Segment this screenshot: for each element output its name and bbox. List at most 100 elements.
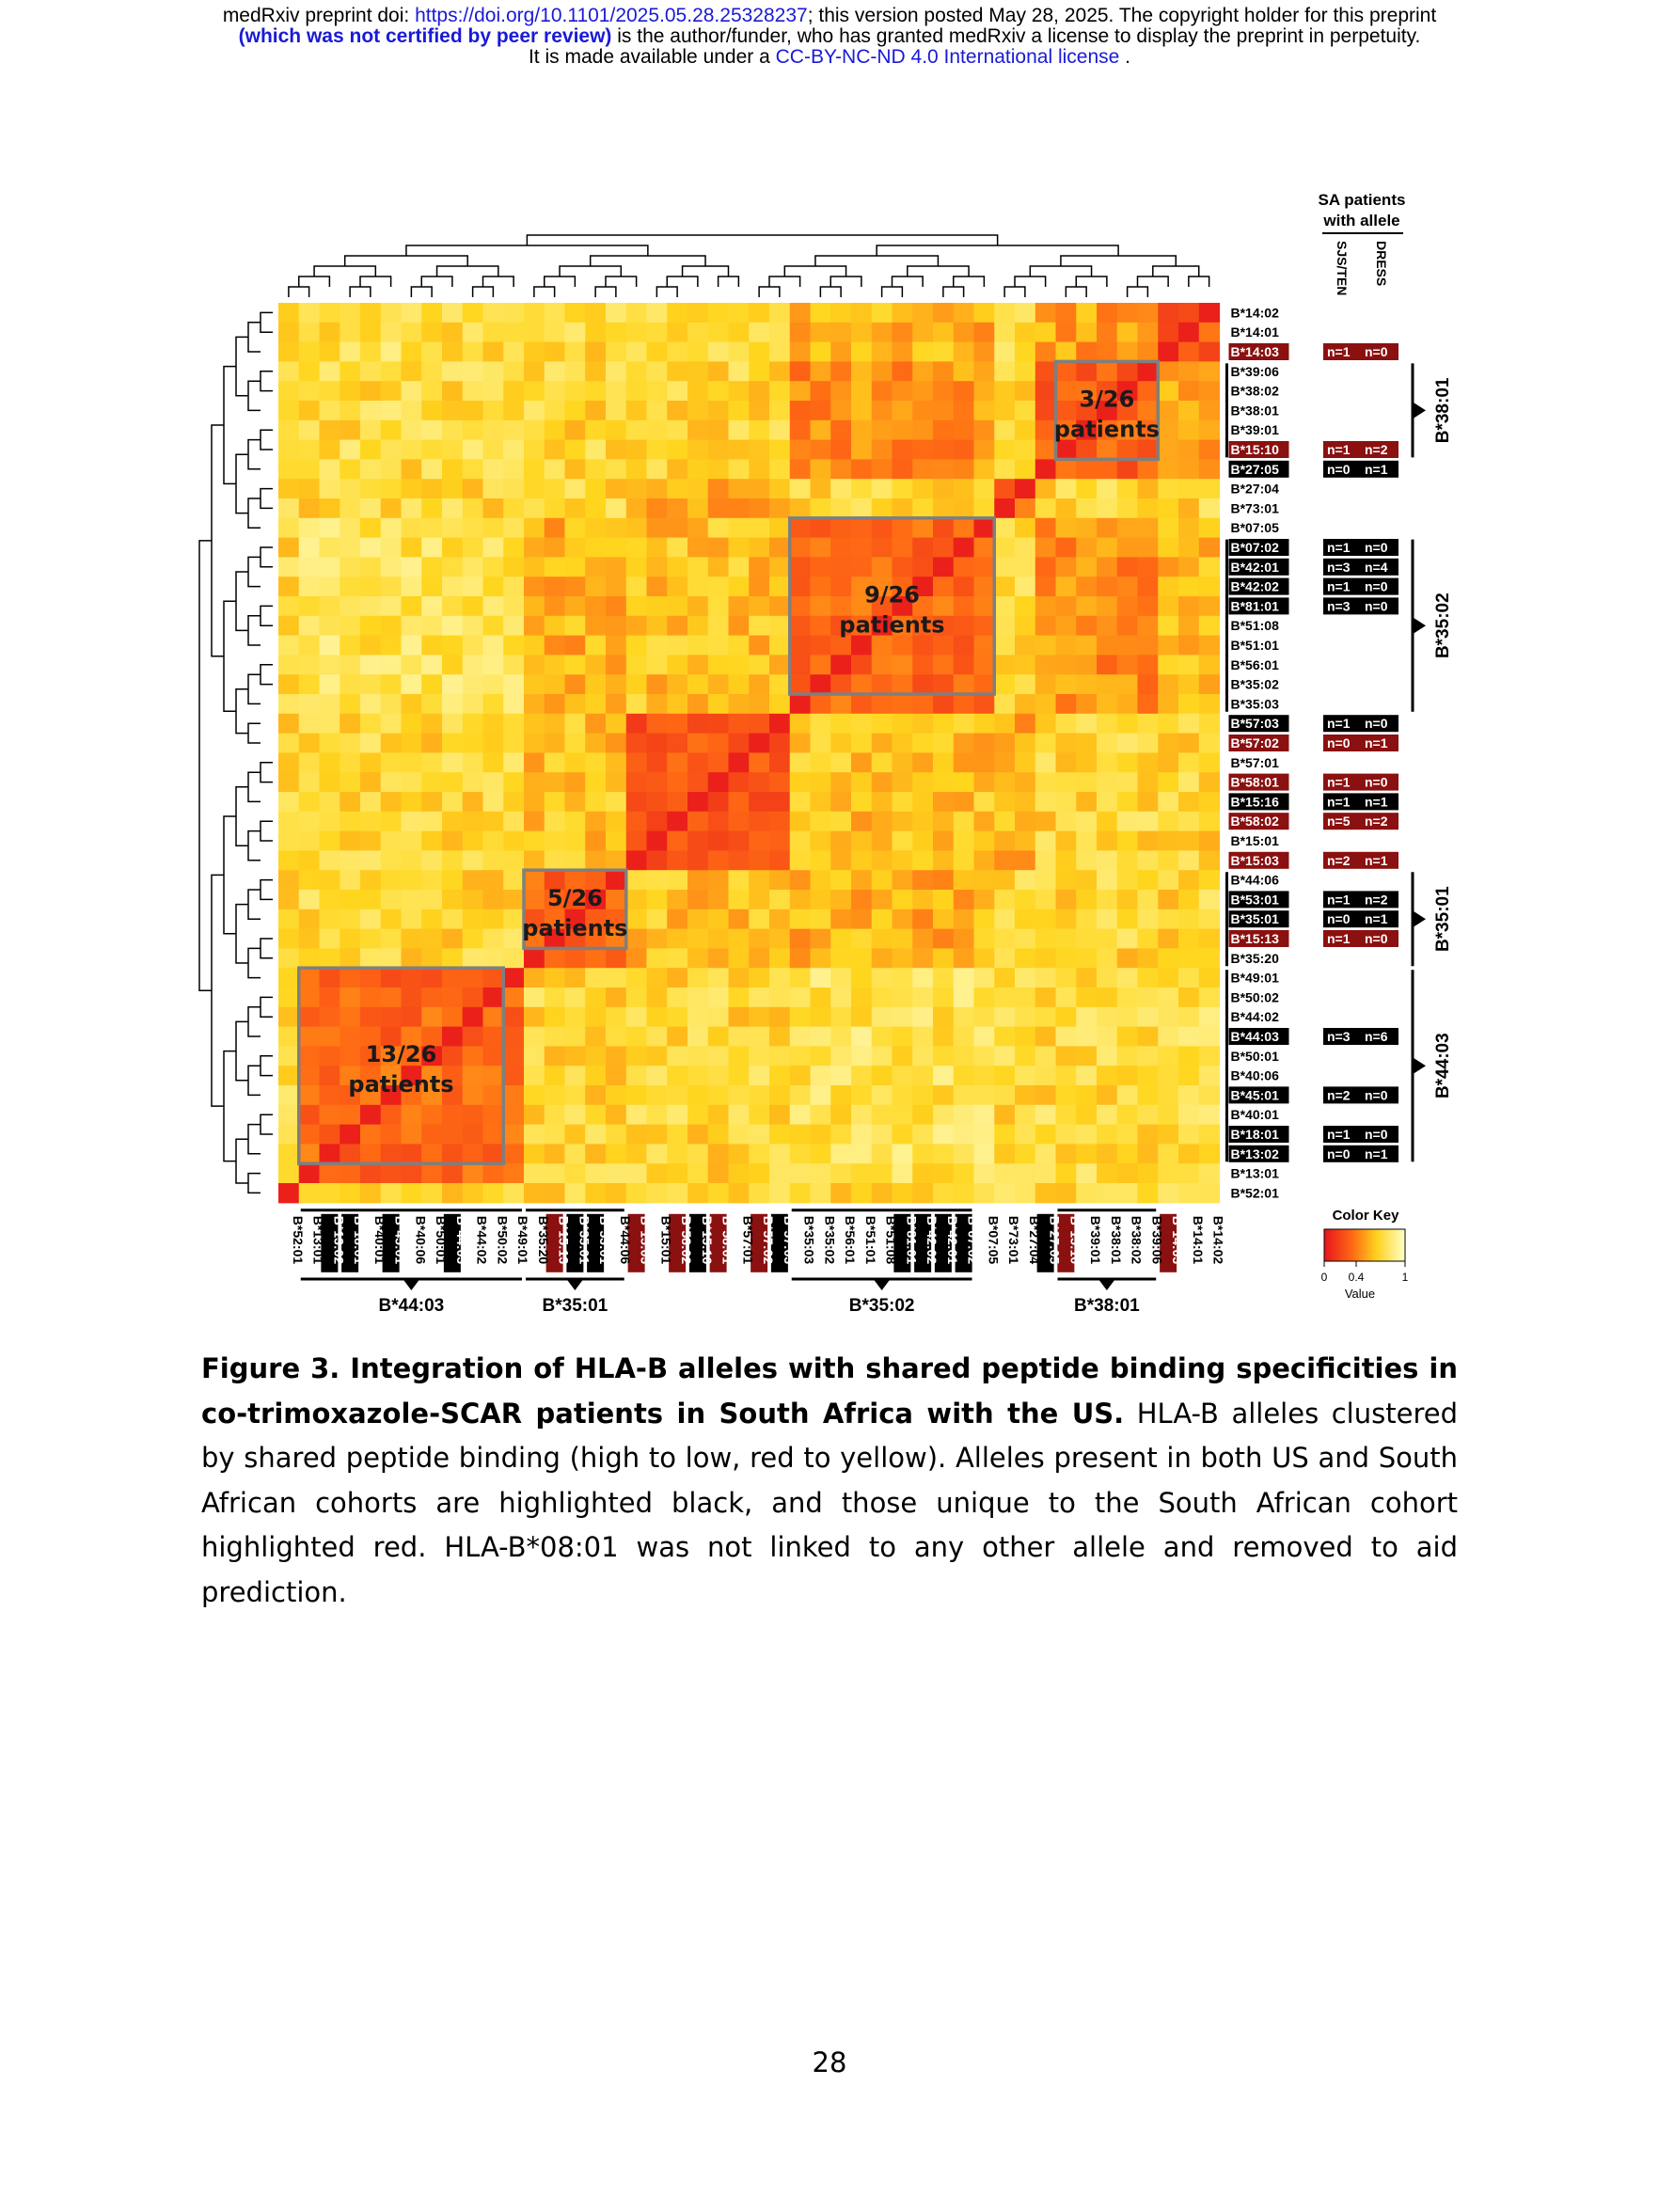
heatmap-cell — [585, 537, 607, 558]
heatmap-cell — [728, 968, 750, 988]
heatmap-cell — [707, 733, 730, 753]
heatmap-cell — [789, 1006, 812, 1028]
heatmap-cell — [892, 968, 913, 988]
heatmap-cell — [585, 381, 607, 402]
row-label-highlight — [1228, 558, 1289, 576]
heatmap-cell — [625, 537, 648, 558]
heatmap-cell — [524, 341, 545, 362]
heatmap-cell — [830, 615, 852, 637]
heatmap-cell — [892, 1006, 913, 1028]
column-label-highlight — [382, 1213, 400, 1272]
heatmap-cell — [912, 792, 934, 813]
heatmap-cell — [482, 615, 504, 637]
heatmap-cell — [830, 381, 852, 402]
heatmap-cell — [1116, 1104, 1139, 1126]
heatmap-cell — [380, 772, 403, 793]
heatmap-cell — [871, 988, 893, 1008]
heatmap-cell — [1198, 752, 1221, 773]
heatmap-cell — [340, 908, 361, 930]
heatmap-cell — [851, 655, 873, 675]
heatmap-cell — [401, 752, 422, 773]
heatmap-cell — [1035, 1104, 1057, 1126]
heatmap-cell — [585, 1183, 607, 1204]
heatmap-cell — [298, 1006, 321, 1028]
heatmap-cell — [401, 361, 422, 382]
heatmap-cell — [606, 498, 627, 519]
heatmap-cell — [1198, 811, 1221, 832]
column-dendrogram-branch — [876, 245, 1119, 256]
heatmap-cell — [707, 557, 730, 577]
heatmap-cell — [892, 419, 913, 441]
heatmap-cell — [892, 1163, 913, 1184]
heatmap-cell — [1137, 615, 1159, 637]
heatmap-cell — [340, 655, 361, 675]
heatmap-cell — [360, 1163, 382, 1184]
heatmap-cell — [544, 557, 566, 577]
doi-link[interactable]: https://doi.org/10.1101/2025.05.28.25328… — [415, 5, 808, 26]
heatmap-cell — [442, 479, 464, 499]
heatmap-cell — [892, 1085, 913, 1106]
heatmap-cell — [994, 303, 1016, 324]
heatmap-cell — [606, 1085, 627, 1106]
column-label: B*50:01 — [434, 1216, 449, 1265]
heatmap-cell — [319, 498, 340, 519]
heatmap-cell — [564, 733, 586, 753]
heatmap-cell — [360, 635, 382, 656]
heatmap-cell — [707, 498, 730, 519]
heatmap-cell — [1198, 870, 1221, 891]
heatmap-cell — [749, 752, 770, 773]
heatmap-cell — [830, 713, 852, 735]
heatmap-cell — [503, 1006, 525, 1028]
heatmap-cell — [892, 928, 913, 949]
heatmap-cell — [1198, 557, 1221, 577]
heatmap-cell — [1198, 1144, 1221, 1164]
heatmap-cell — [1198, 303, 1221, 324]
heatmap-cell — [830, 811, 852, 832]
heatmap-cell — [810, 517, 831, 539]
heatmap-cell — [462, 537, 484, 558]
heatmap-cell — [564, 517, 586, 539]
dress-count: n=0 — [1365, 931, 1388, 946]
heatmap-cell — [1198, 341, 1221, 362]
heatmap-cell — [1198, 361, 1221, 382]
heatmap-cell — [707, 1144, 730, 1164]
heatmap-cell — [871, 830, 893, 851]
heatmap-cell — [442, 1144, 464, 1164]
heatmap-cell — [503, 303, 525, 324]
row-label-highlight — [1228, 813, 1289, 830]
heatmap-cell — [830, 498, 852, 519]
heatmap-cell — [401, 517, 422, 539]
heatmap-cell — [1015, 655, 1036, 675]
heatmap-cell — [769, 1046, 791, 1066]
heatmap-cell — [973, 1163, 995, 1184]
column-label-highlight — [1057, 1213, 1075, 1272]
column-label: B*15:03 — [639, 1216, 654, 1265]
heatmap-cell — [606, 713, 627, 735]
heatmap-cell — [851, 792, 873, 813]
heatmap-cell — [667, 811, 688, 832]
dress-count: n=1 — [1365, 462, 1388, 477]
heatmap-cell — [1035, 596, 1057, 617]
heatmap-cell — [380, 850, 403, 871]
heatmap-cell — [892, 772, 913, 793]
heatmap-cell — [298, 713, 321, 735]
heatmap-cell — [278, 596, 300, 617]
heatmap-cell — [1116, 1163, 1139, 1184]
heatmap-cell — [585, 557, 607, 577]
heatmap-cell — [298, 928, 321, 949]
heatmap-cell — [564, 381, 586, 402]
column-label-highlight — [627, 1213, 645, 1272]
heatmap-cell — [482, 1144, 504, 1164]
column-label: B*45:01 — [393, 1216, 408, 1265]
column-label: B*58:01 — [720, 1216, 735, 1265]
heatmap-cell — [606, 615, 627, 637]
heatmap-cell — [585, 850, 607, 871]
license-link[interactable]: CC-BY-NC-ND 4.0 International license — [775, 46, 1120, 68]
column-label-highlight — [770, 1213, 788, 1272]
heatmap-cell — [769, 517, 791, 539]
count-highlight — [1323, 813, 1398, 830]
heatmap-cell — [606, 1124, 627, 1145]
heatmap-cell — [953, 772, 975, 793]
heatmap-cell — [1097, 772, 1118, 793]
heatmap-cell — [278, 792, 300, 813]
